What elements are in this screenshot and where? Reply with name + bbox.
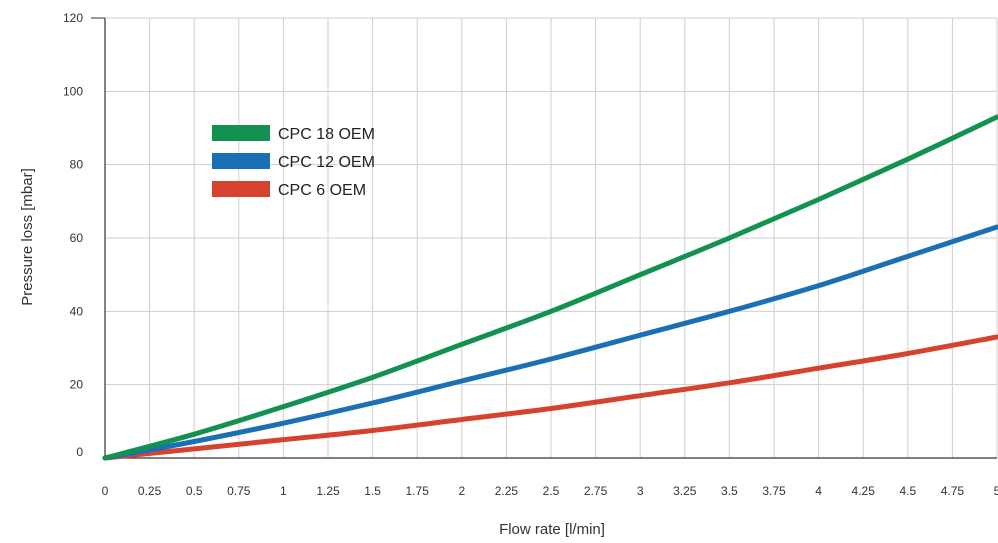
x-tick-label: 3 <box>637 484 644 498</box>
axes <box>91 17 997 459</box>
x-tick-labels: 0 0.25 0.5 0.75 1 1.25 1.5 1.75 2 2.25 2.5 2.75 3 3.2… <box>102 484 998 498</box>
x-tick-label: 0.75 <box>227 484 251 498</box>
x-tick-label: 3.75 <box>762 484 786 498</box>
y-tick-label: 20 <box>70 378 84 392</box>
y-tick-label: 60 <box>70 231 84 245</box>
y-tick-labels: 0 20 40 60 80 100 120 <box>63 11 83 459</box>
series-line-cpc-18-oem <box>102 114 998 461</box>
grid <box>105 17 998 458</box>
legend: CPC 18 OEM CPC 12 OEM CPC 6 OEM <box>212 125 375 199</box>
x-tick-label: 2 <box>458 484 465 498</box>
series-lines <box>102 114 998 461</box>
x-tick-label: 5 <box>994 484 998 498</box>
legend-swatch-cpc-12-oem <box>212 153 270 169</box>
y-axis-title: Pressure loss [mbar] <box>19 168 36 306</box>
x-tick-label: 2.75 <box>584 484 608 498</box>
x-tick-label: 0.5 <box>186 484 203 498</box>
legend-label-cpc-12-oem: CPC 12 OEM <box>278 154 375 171</box>
x-tick-label: 0.25 <box>138 484 162 498</box>
x-tick-label: 4 <box>815 484 822 498</box>
y-tick-label: 0 <box>76 445 83 459</box>
x-tick-label: 3.25 <box>673 484 697 498</box>
x-tick-label: 3.5 <box>721 484 738 498</box>
x-tick-label: 2.25 <box>495 484 519 498</box>
x-tick-label: 1.25 <box>316 484 340 498</box>
x-tick-label: 1 <box>280 484 287 498</box>
x-tick-label: 0 <box>102 484 109 498</box>
legend-swatch-cpc-6-oem <box>212 181 270 197</box>
x-tick-label: 1.5 <box>364 484 381 498</box>
y-tick-label: 80 <box>70 158 84 172</box>
x-tick-label: 4.75 <box>941 484 965 498</box>
series-line-cpc-6-oem <box>102 334 998 461</box>
y-tick-label: 40 <box>70 304 84 318</box>
x-tick-label: 4.5 <box>899 484 916 498</box>
series-line-cpc-12-oem <box>102 224 998 461</box>
x-tick-label: 2.5 <box>543 484 560 498</box>
x-axis-title: Flow rate [l/min] <box>499 521 605 538</box>
x-tick-label: 1.75 <box>406 484 430 498</box>
x-tick-label: 4.25 <box>852 484 876 498</box>
legend-swatch-cpc-18-oem <box>212 125 270 141</box>
y-tick-label: 120 <box>63 11 83 25</box>
legend-label-cpc-6-oem: CPC 6 OEM <box>278 182 366 199</box>
y-tick-label: 100 <box>63 84 83 98</box>
legend-label-cpc-18-oem: CPC 18 OEM <box>278 126 375 143</box>
